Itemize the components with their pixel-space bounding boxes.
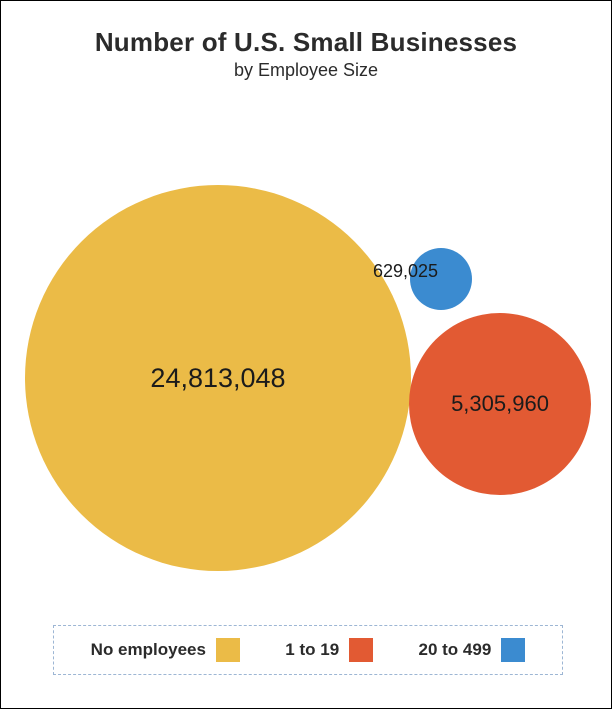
bubble-chart: 24,813,048 5,305,960 629,025 <box>1 1 611 708</box>
legend-swatch-1-to-19 <box>349 638 373 662</box>
legend-item-no-employees: No employees <box>91 638 240 662</box>
bubble-1-to-19-value: 5,305,960 <box>451 391 549 417</box>
legend-label-1-to-19: 1 to 19 <box>285 640 339 660</box>
legend-label-20-to-499: 20 to 499 <box>419 640 492 660</box>
legend-swatch-no-employees <box>216 638 240 662</box>
legend-item-20-to-499: 20 to 499 <box>419 638 526 662</box>
legend-label-no-employees: No employees <box>91 640 206 660</box>
bubble-20-to-499-value: 629,025 <box>373 261 438 282</box>
bubble-no-employees: 24,813,048 <box>25 185 411 571</box>
legend: No employees 1 to 19 20 to 499 <box>53 625 563 675</box>
bubble-1-to-19: 5,305,960 <box>409 313 591 495</box>
legend-swatch-20-to-499 <box>501 638 525 662</box>
legend-item-1-to-19: 1 to 19 <box>285 638 373 662</box>
bubble-no-employees-value: 24,813,048 <box>150 363 285 394</box>
chart-frame: Number of U.S. Small Businesses by Emplo… <box>0 0 612 709</box>
